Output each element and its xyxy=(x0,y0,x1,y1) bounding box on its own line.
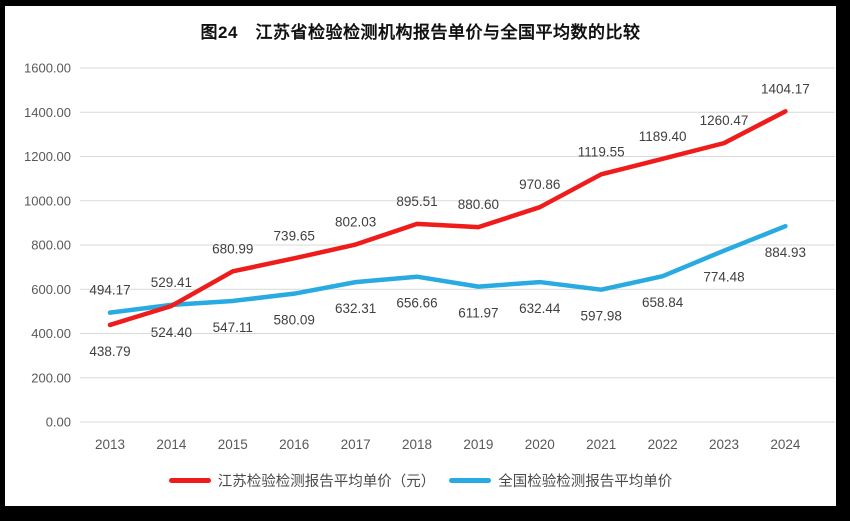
x-axis-tick-label: 2016 xyxy=(279,437,309,452)
data-label: 658.84 xyxy=(642,295,684,310)
data-label: 580.09 xyxy=(274,313,315,328)
data-label: 438.79 xyxy=(89,344,130,359)
y-axis-tick-label: 1400.00 xyxy=(24,105,71,120)
chart-legend: 江苏检验检测报告平均单价（元） 全国检验检测报告平均单价 xyxy=(5,470,836,491)
data-label: 611.97 xyxy=(458,306,498,321)
jiangsu-line-swatch xyxy=(168,478,211,483)
data-label: 774.48 xyxy=(703,270,744,285)
data-label: 680.99 xyxy=(212,241,253,256)
x-axis-tick-label: 2023 xyxy=(709,437,739,452)
x-axis-tick-label: 2019 xyxy=(463,437,493,452)
data-label: 1260.47 xyxy=(700,113,749,128)
x-axis-tick-label: 2017 xyxy=(341,437,371,452)
x-axis-tick-label: 2013 xyxy=(95,437,125,452)
data-label: 1189.40 xyxy=(639,129,687,144)
y-axis-tick-label: 1200.00 xyxy=(24,149,71,164)
legend-item-jiangsu: 江苏检验检测报告平均单价（元） xyxy=(168,470,436,491)
chart-page: 图24 江苏省检验检测机构报告单价与全国平均数的比较 0.00 200.00 400… xyxy=(5,6,836,506)
data-label: 632.44 xyxy=(519,301,561,316)
y-axis-tick-label: 600.00 xyxy=(31,282,71,297)
legend-label-jiangsu: 江苏检验检测报告平均单价（元） xyxy=(217,474,436,490)
x-axis-tick-label: 2022 xyxy=(648,437,678,452)
data-label: 632.31 xyxy=(335,301,376,316)
x-axis-tick-label: 2018 xyxy=(402,437,432,452)
x-axis-tick-label: 2021 xyxy=(586,437,616,452)
data-label: 494.17 xyxy=(89,283,130,298)
data-label: 970.86 xyxy=(519,177,560,192)
y-axis-tick-label: 200.00 xyxy=(31,370,71,385)
x-axis-tick-label: 2014 xyxy=(156,437,187,452)
data-label: 1404.17 xyxy=(761,81,810,96)
jiangsu-series-line xyxy=(107,109,788,328)
data-label: 524.40 xyxy=(151,325,192,340)
x-axis-tick-label: 2015 xyxy=(218,437,248,452)
x-axis-tick-label: 2020 xyxy=(525,437,555,452)
y-axis-tick-label: 1000.00 xyxy=(24,193,71,208)
data-label: 1119.55 xyxy=(578,144,625,159)
y-axis-tick-label: 1600.00 xyxy=(24,61,71,76)
data-label: 656.66 xyxy=(396,296,437,311)
national-series-line xyxy=(107,223,788,315)
national-line-swatch xyxy=(449,478,492,483)
data-label: 802.03 xyxy=(335,215,376,230)
legend-label-national: 全国检验检测报告平均单价 xyxy=(498,474,673,490)
data-label: 529.41 xyxy=(151,275,192,290)
legend-item-national: 全国检验检测报告平均单价 xyxy=(449,470,672,491)
y-axis-tick-label: 0.00 xyxy=(46,415,71,430)
data-label: 895.51 xyxy=(396,194,437,209)
chart-title: 图24 江苏省检验检测机构报告单价与全国平均数的比较 xyxy=(200,23,641,42)
data-label: 739.65 xyxy=(274,228,315,243)
data-label: 597.98 xyxy=(581,309,622,324)
x-axis-tick-label: 2024 xyxy=(770,437,801,452)
data-label: 547.11 xyxy=(213,320,253,335)
y-axis-tick-label: 400.00 xyxy=(31,326,71,341)
data-label: 884.93 xyxy=(765,245,806,260)
data-label: 880.60 xyxy=(458,197,499,212)
y-axis-tick-label: 800.00 xyxy=(31,238,71,253)
line-chart-plot: 0.00 200.00 400.00 600.00 800.00 1000.00 1200.… xyxy=(24,61,835,452)
